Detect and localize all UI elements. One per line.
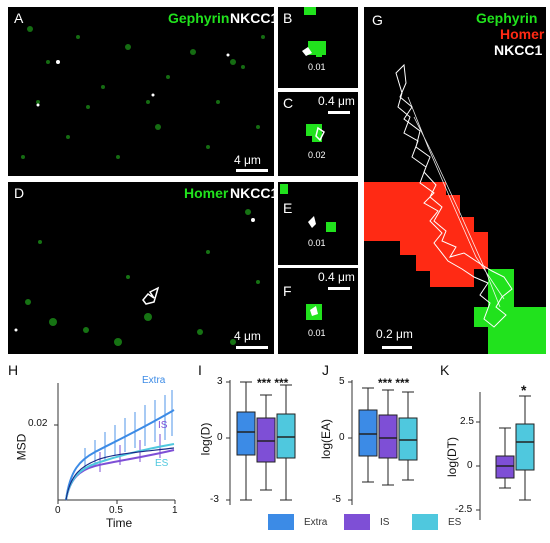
panel-h-ytick: 0.02 [28,418,48,429]
panel-g-channel-gephyrin: Gephyrin [476,10,538,26]
panel-c-particle [306,124,325,142]
panel-g-scale-bar [382,346,412,349]
panel-a-label: A [14,10,24,26]
panel-j-label: J [322,362,329,378]
panel-e-value: 0.01 [308,238,326,248]
panel-g-label: G [372,12,383,28]
panel-d-speckles [14,209,260,346]
panel-j-ytick-top: 5 [339,376,345,387]
panel-k-stars: * [521,382,527,398]
legend-label-extra: Extra [304,516,328,528]
panel-b-value: 0.01 [308,62,326,72]
panel-f-scale-label: 0.4 μm [318,270,355,284]
legend-swatch-es [412,514,438,530]
panel-f-image: F 0.4 μm 0.01 [278,268,358,354]
panel-k-ytick-bottom: -2.5 [455,504,473,515]
panel-k-ytick-mid: 0 [467,460,473,471]
panel-d-channel-homer: Homer [184,185,229,201]
panel-k-ytick-top: 2.5 [460,416,474,427]
panel-a-channel-gephyrin: Gephyrin [168,10,230,26]
panel-f-scale-bar [328,287,350,290]
legend-label-es: ES [448,516,462,528]
panel-c-value: 0.02 [308,150,326,160]
panel-d-scale-bar [236,346,268,349]
panel-b-particle [302,7,326,57]
panel-g-channel-homer: Homer [500,26,545,42]
panel-i-label: I [198,362,202,378]
panel-c-image: C 0.4 μm 0.02 [278,92,358,176]
panel-c-label: C [283,95,294,111]
panel-i-ytick-mid: 0 [217,432,223,443]
panel-k-ylabel: log(DT) [445,436,460,478]
panel-j-stars: *** *** [378,376,410,390]
panel-i-ytick-bottom: -3 [210,494,219,505]
panel-f-particle [306,304,322,320]
panel-h-series-es: ES [155,458,169,469]
panel-f-value: 0.01 [308,328,326,338]
legend-extra: Extra [268,514,327,530]
panel-j-ytick-bottom: -5 [332,494,341,505]
panel-c-scale-bar [328,111,350,114]
panel-a-image: A Gephyrin NKCC1 4 μm [8,7,274,176]
panel-d-channel-nkcc1: NKCC1 [230,185,274,201]
panel-h-label: H [8,362,19,378]
panel-h-series-is: IS [158,420,168,431]
panel-e-label: E [283,200,293,216]
panel-d-image: D Homer NKCC1 4 μm [8,182,274,354]
panel-k-label: K [440,362,450,378]
legend-is: IS [344,514,389,530]
panel-h-xlabel: Time [106,516,133,530]
panel-a-speckles [21,26,265,159]
panel-h-xtick-1: 0.5 [109,505,123,516]
legend-label-is: IS [380,516,390,528]
panel-f-label: F [283,283,292,299]
panel-a-scale-bar [236,169,268,172]
panel-g-scale-label: 0.2 μm [376,327,413,341]
legend-swatch-extra [268,514,294,530]
panel-b-image: B 0.01 [278,7,358,88]
legend-swatch-is [344,514,370,530]
panel-a-scale-label: 4 μm [234,153,261,167]
legend-es: ES [412,514,461,530]
panel-h-xtick-2: 1 [172,505,178,516]
panel-h-series-extra: Extra [142,375,166,386]
panel-j-ytick-mid: 0 [339,432,345,443]
panel-g-image: G Gephyrin Homer NKCC1 0.2 μm [364,7,546,354]
panel-d-label: D [14,185,25,201]
panel-c-scale-label: 0.4 μm [318,94,355,108]
panel-i-ytick-top: 3 [217,376,223,387]
panel-d-scale-label: 4 μm [234,329,261,343]
panel-g-trajectory-map [364,63,546,354]
panel-e-particle [280,184,336,232]
panel-g-channel-nkcc1: NKCC1 [494,42,543,58]
panel-h-xtick-0: 0 [55,505,61,516]
panel-i-stars: *** *** [257,376,289,390]
panel-a-channel-nkcc1: NKCC1 [230,10,274,26]
panel-e-image: E 0.01 [278,182,358,265]
panel-b-label: B [283,10,293,26]
